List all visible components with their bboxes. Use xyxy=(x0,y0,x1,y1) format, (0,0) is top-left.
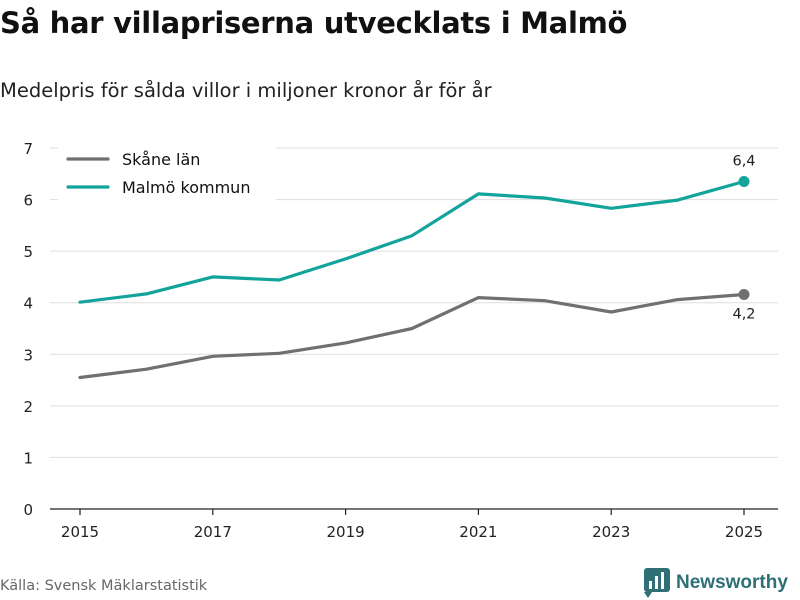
bar-chart-logo-icon xyxy=(644,568,670,598)
y-tick-label: 5 xyxy=(23,243,33,261)
y-tick-label: 4 xyxy=(23,295,33,313)
source-note: Källa: Svensk Mäklarstatistik xyxy=(0,578,208,594)
chart-title: Så har villapriserna utvecklats i Malmö xyxy=(0,6,628,40)
y-tick-label: 0 xyxy=(23,501,33,519)
y-tick-label: 6 xyxy=(23,192,33,210)
y-tick-label: 7 xyxy=(23,140,33,158)
y-tick-label: 3 xyxy=(23,346,33,364)
x-tick-label: 2023 xyxy=(592,523,630,541)
x-tick-label: 2019 xyxy=(327,523,365,541)
legend-label: Malmö kommun xyxy=(122,178,250,197)
series-line-malmo-kommun xyxy=(78,179,746,304)
x-tick-label: 2025 xyxy=(725,523,763,541)
x-tick-label: 2015 xyxy=(61,523,99,541)
series-endpoint-skane-lan xyxy=(738,288,750,300)
end-value-label-malmo-kommun: 6,4 xyxy=(732,154,755,170)
brand-logo: Newsworthy xyxy=(644,568,788,598)
legend-label: Skåne län xyxy=(122,150,200,169)
y-tick-label: 2 xyxy=(23,398,33,416)
x-tick-label: 2017 xyxy=(194,523,232,541)
x-tick-label: 2021 xyxy=(459,523,497,541)
end-value-label-skane-lan: 4,2 xyxy=(732,306,755,322)
chart-subtitle: Medelpris för sålda villor i miljoner kr… xyxy=(0,79,492,102)
series-line-skane-lan xyxy=(78,292,746,380)
y-tick-label: 1 xyxy=(23,449,33,467)
brand-name: Newsworthy xyxy=(676,572,788,593)
legend-box xyxy=(58,146,276,202)
series-endpoint-malmo-kommun xyxy=(738,176,750,188)
